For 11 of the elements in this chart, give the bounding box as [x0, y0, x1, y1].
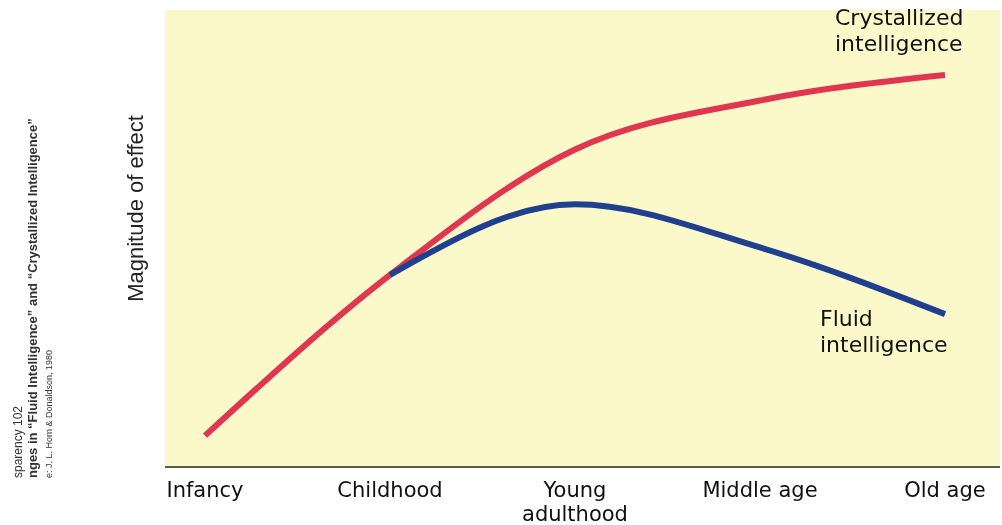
series-label: Crystallized intelligence: [835, 5, 964, 56]
series-label: Fluid intelligence: [820, 306, 948, 358]
x-tick-label: Old age: [904, 478, 986, 502]
x-tick-label: Childhood: [337, 478, 443, 502]
y-axis-title: Magnitude of effect: [123, 115, 148, 302]
x-tick-label: Middle age: [702, 478, 818, 502]
text: nges in “Fluid Intelligence” and “Crystallized Intelligence”: [25, 118, 40, 478]
text: e: J. L. Horn & Donaldson, 1980: [44, 349, 54, 478]
text: sparency 102: [11, 405, 25, 478]
x-tick-label: Young adulthood: [522, 478, 628, 525]
x-tick-label: Infancy: [166, 478, 244, 502]
